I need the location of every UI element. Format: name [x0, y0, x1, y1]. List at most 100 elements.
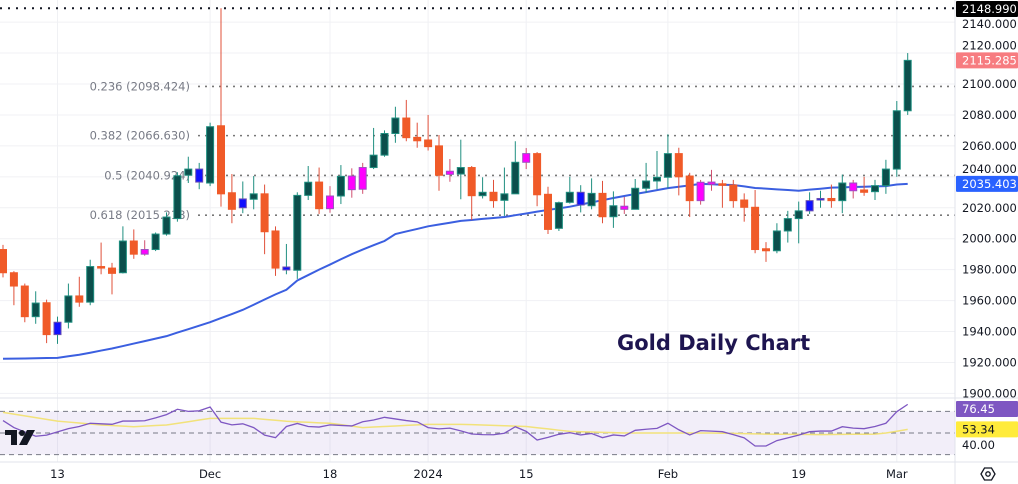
candle-body	[129, 240, 138, 255]
candle	[31, 291, 40, 324]
candle	[282, 243, 291, 275]
candle	[576, 185, 585, 213]
candle-body	[729, 184, 738, 202]
candle	[696, 179, 705, 205]
candle	[140, 240, 149, 256]
candle-body	[97, 266, 106, 269]
gear-icon[interactable]	[980, 467, 996, 481]
fib-label: 0.382 (2066.630)	[90, 129, 190, 143]
candle	[445, 159, 454, 182]
candle-body	[598, 192, 607, 218]
candle-body	[554, 202, 563, 229]
candle-body	[86, 266, 95, 303]
price-tick-label: 2120.000	[962, 38, 1017, 52]
price-badge-text: 2035.403	[962, 177, 1017, 191]
candle-body	[685, 175, 694, 202]
candle	[772, 223, 781, 254]
date-tick-label: 15	[519, 467, 534, 481]
candle	[227, 174, 236, 224]
candle-body	[238, 198, 247, 209]
candle-body	[53, 321, 62, 336]
candle-body	[75, 295, 84, 303]
candle-body	[20, 285, 29, 318]
price-tick-label: 2000.000	[962, 232, 1017, 246]
candle	[522, 148, 531, 170]
candle-body	[892, 110, 901, 170]
candle	[238, 181, 247, 214]
candle-body	[533, 153, 542, 196]
candle-body	[380, 133, 389, 156]
tradingview-logo[interactable]	[5, 430, 35, 445]
price-tick-label: 2080.000	[962, 108, 1017, 122]
price-tick-label: 1920.000	[962, 355, 1017, 369]
candle-body	[489, 191, 498, 202]
candle	[206, 122, 215, 187]
candle-body	[511, 161, 520, 195]
candle	[751, 189, 760, 254]
date-tick-label: Feb	[658, 467, 678, 481]
candle	[500, 167, 509, 216]
candle-body	[108, 267, 116, 274]
candle-body	[544, 193, 552, 230]
candle	[424, 114, 433, 151]
candle	[173, 172, 182, 222]
candle	[336, 165, 345, 205]
candle	[892, 101, 901, 177]
candle-body	[304, 181, 313, 196]
candle	[249, 176, 258, 210]
candle	[881, 159, 890, 194]
candle-body	[783, 218, 792, 232]
candle	[391, 106, 400, 143]
candle-body	[445, 170, 454, 175]
logo-mark-t	[5, 430, 17, 445]
price-badge-bg	[956, 52, 1018, 69]
fib-label: 0.236 (2098.424)	[90, 79, 190, 93]
candle	[86, 259, 95, 306]
candle	[129, 229, 138, 259]
candle-body	[118, 240, 127, 274]
candle-body	[707, 181, 716, 185]
candle	[609, 191, 618, 228]
chart-title: Gold Daily Chart	[617, 331, 810, 355]
candle	[871, 179, 879, 201]
candle	[0, 244, 7, 278]
candle	[435, 135, 443, 191]
candle-body	[718, 183, 727, 186]
candle-body	[391, 117, 400, 135]
candle-body	[674, 153, 683, 178]
candle-body	[206, 126, 215, 184]
candle	[805, 192, 814, 214]
price-badge-text: 2115.285	[962, 53, 1017, 67]
candle	[75, 276, 84, 307]
candle-body	[249, 193, 258, 200]
candle	[511, 141, 520, 195]
candle	[849, 179, 858, 199]
fibonacci-levels[interactable]: 0.236 (2098.424) 0.382 (2066.630) 0.5 (204…	[0, 7, 955, 222]
candle	[97, 242, 106, 275]
date-tick-label: 2024	[413, 467, 442, 481]
price-badge-bg	[956, 175, 1018, 192]
candle-body	[740, 199, 749, 208]
candle	[402, 99, 411, 142]
candle	[326, 186, 334, 213]
rsi-badge: 53.34	[956, 421, 1018, 438]
candle	[718, 179, 727, 208]
candle	[53, 316, 62, 344]
candle	[554, 201, 563, 231]
grid	[0, 0, 955, 462]
candle	[827, 184, 836, 208]
candle	[489, 179, 498, 208]
candle-body	[42, 302, 51, 336]
price-badge: 2148.990	[956, 1, 1018, 17]
candle-body	[663, 153, 672, 178]
rsi-badge-text: 76.45	[962, 402, 995, 416]
candle	[315, 167, 324, 214]
price-tick-label: 2100.000	[962, 77, 1017, 91]
date-tick-label: 18	[323, 467, 338, 481]
candle	[108, 262, 116, 295]
candle	[304, 165, 313, 201]
candle	[587, 178, 596, 210]
candle	[663, 134, 672, 189]
